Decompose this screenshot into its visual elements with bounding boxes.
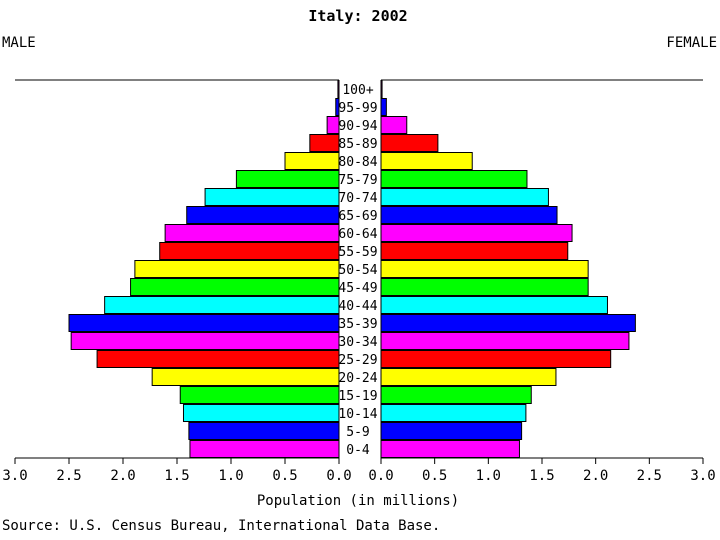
- age-label-30-34: 30-34: [338, 335, 377, 350]
- female-bar-65-69: [380, 206, 558, 224]
- female-bar-30-34: [380, 332, 630, 350]
- male-bar-100+: [337, 80, 340, 98]
- age-label-80-84: 80-84: [338, 155, 377, 170]
- male-bar-40-44: [104, 296, 340, 314]
- female-tick-label: 2.0: [583, 468, 608, 484]
- age-label-100+: 100+: [342, 83, 373, 98]
- male-bar-65-69: [186, 206, 340, 224]
- age-label-45-49: 45-49: [338, 281, 377, 296]
- age-label-0-4: 0-4: [346, 443, 370, 458]
- male-tick-label: 0.5: [272, 468, 297, 484]
- female-bar-70-74: [380, 188, 549, 206]
- female-bar-80-84: [380, 152, 473, 170]
- age-label-5-9: 5-9: [346, 425, 369, 440]
- age-label-60-64: 60-64: [338, 227, 377, 242]
- age-label-75-79: 75-79: [338, 173, 377, 188]
- male-label: MALE: [2, 35, 36, 51]
- female-bar-55-59: [380, 242, 569, 260]
- age-label-55-59: 55-59: [338, 245, 377, 260]
- chart-title: Italy: 2002: [308, 7, 407, 25]
- age-label-90-94: 90-94: [338, 119, 377, 134]
- male-tick-label: 1.5: [164, 468, 189, 484]
- age-label-20-24: 20-24: [338, 371, 377, 386]
- female-bar-25-29: [380, 350, 612, 368]
- female-bar-95-99: [380, 98, 387, 116]
- male-bar-30-34: [70, 332, 340, 350]
- female-tick-label: 0.5: [422, 468, 447, 484]
- age-label-35-39: 35-39: [338, 317, 377, 332]
- female-bar-20-24: [380, 368, 557, 386]
- age-label-50-54: 50-54: [338, 263, 377, 278]
- male-tick-label: 3.0: [2, 468, 27, 484]
- age-label-85-89: 85-89: [338, 137, 377, 152]
- male-bar-20-24: [151, 368, 340, 386]
- age-label-25-29: 25-29: [338, 353, 377, 368]
- age-label-95-99: 95-99: [338, 101, 377, 116]
- female-tick-label: 0.0: [368, 468, 393, 484]
- male-tick-label: 0.0: [326, 468, 351, 484]
- female-tick-label: 3.0: [690, 468, 715, 484]
- male-tick-label: 2.5: [56, 468, 81, 484]
- female-bar-90-94: [380, 116, 408, 134]
- female-tick-label: 1.5: [529, 468, 554, 484]
- male-bar-5-9: [188, 422, 340, 440]
- female-bar-85-89: [380, 134, 439, 152]
- male-bar-50-54: [134, 260, 340, 278]
- male-bar-85-89: [309, 134, 340, 152]
- male-bar-25-29: [96, 350, 340, 368]
- female-bar-100+: [380, 80, 383, 98]
- age-label-70-74: 70-74: [338, 191, 377, 206]
- age-label-15-19: 15-19: [338, 389, 377, 404]
- male-bar-95-99: [335, 98, 340, 116]
- female-bar-60-64: [380, 224, 573, 242]
- age-label-10-14: 10-14: [338, 407, 377, 422]
- male-bar-45-49: [130, 278, 340, 296]
- male-bar-70-74: [204, 188, 340, 206]
- female-bar-75-79: [380, 170, 528, 188]
- female-bar-10-14: [380, 404, 527, 422]
- female-bar-15-19: [380, 386, 532, 404]
- female-bar-40-44: [380, 296, 608, 314]
- male-bar-90-94: [326, 116, 340, 134]
- male-bar-60-64: [164, 224, 340, 242]
- male-bar-10-14: [182, 404, 340, 422]
- age-label-40-44: 40-44: [338, 299, 377, 314]
- female-bar-5-9: [380, 422, 523, 440]
- male-tick-label: 2.0: [110, 468, 135, 484]
- male-bar-55-59: [159, 242, 340, 260]
- male-tick-label: 1.0: [218, 468, 243, 484]
- male-bar-80-84: [284, 152, 340, 170]
- female-label: FEMALE: [666, 35, 717, 51]
- male-bar-0-4: [189, 440, 340, 458]
- source-note: Source: U.S. Census Bureau, Internationa…: [2, 518, 440, 534]
- female-tick-label: 2.5: [637, 468, 662, 484]
- age-label-65-69: 65-69: [338, 209, 377, 224]
- female-bar-45-49: [380, 278, 589, 296]
- female-bar-35-39: [380, 314, 636, 332]
- x-axis-label: Population (in millions): [257, 493, 459, 509]
- male-bar-75-79: [235, 170, 340, 188]
- male-bar-35-39: [68, 314, 340, 332]
- female-tick-label: 1.0: [476, 468, 501, 484]
- male-bar-15-19: [179, 386, 340, 404]
- female-bar-0-4: [380, 440, 520, 458]
- female-bar-50-54: [380, 260, 589, 278]
